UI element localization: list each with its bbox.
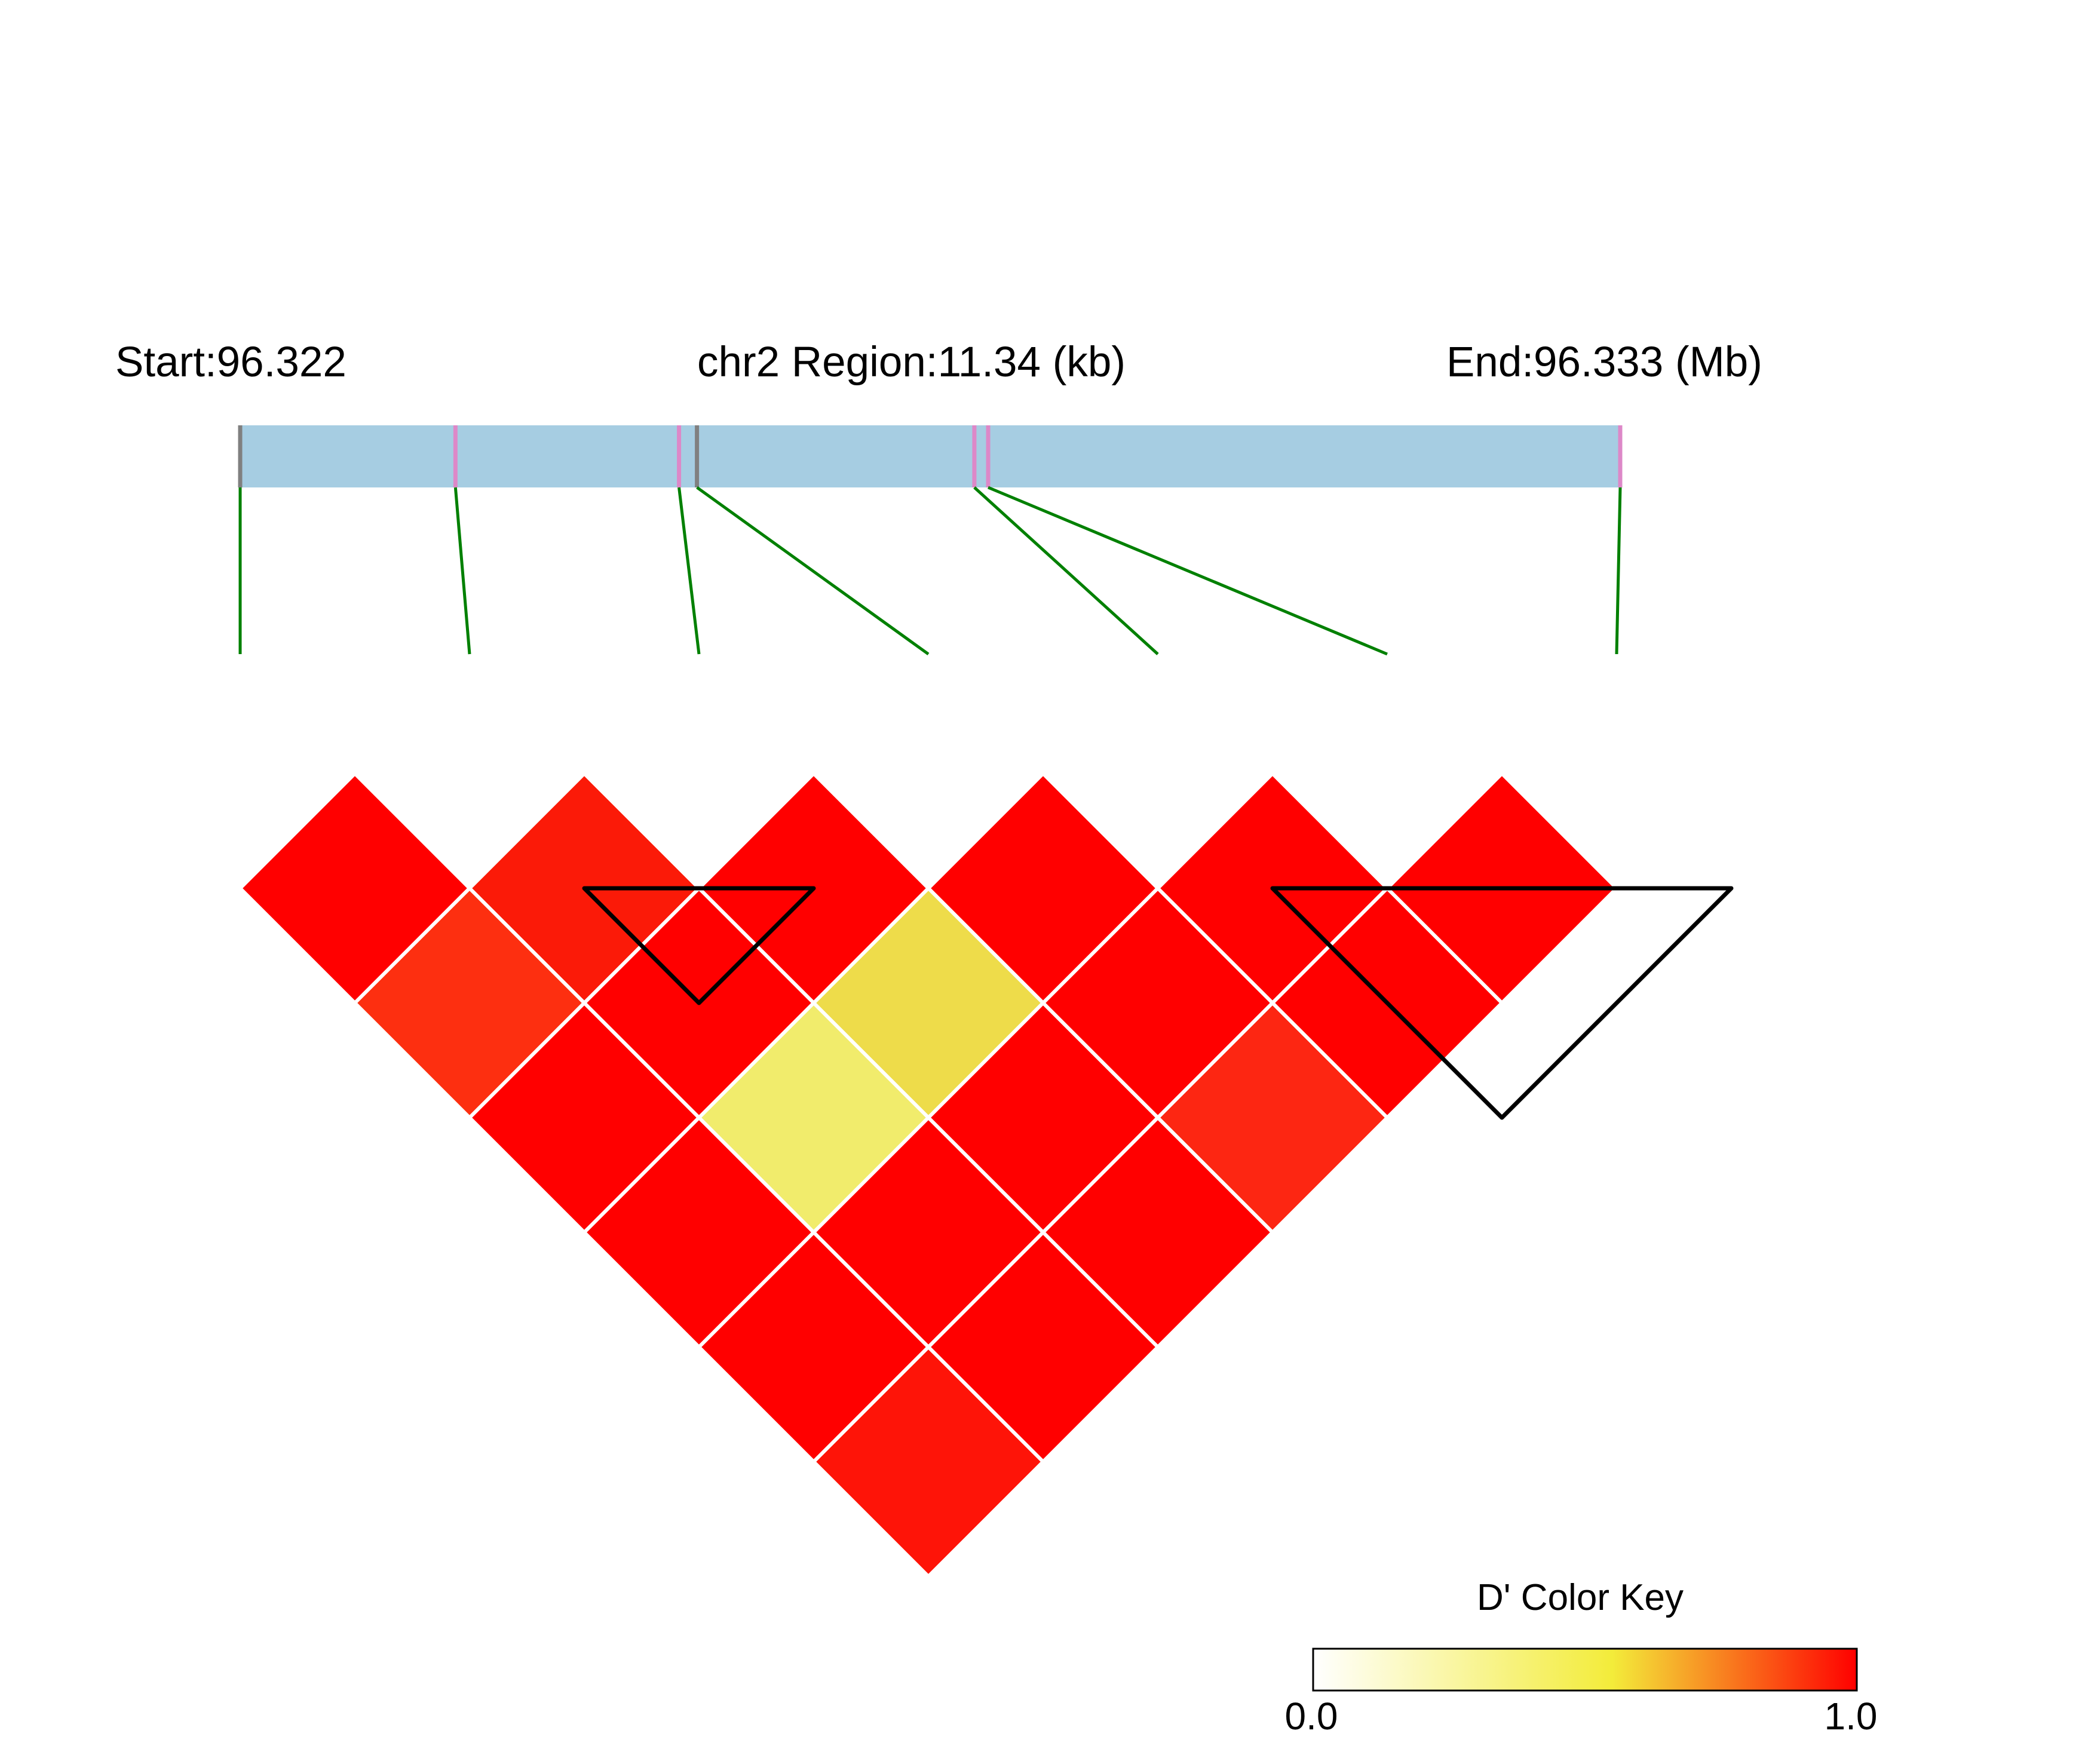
color-key-bar (1312, 1648, 1858, 1692)
snp-connector (1615, 487, 1622, 655)
ld-blocks (582, 886, 1734, 1120)
snp-ticks (238, 425, 1623, 487)
color-key-min-label: 0.0 (1285, 1695, 1338, 1738)
ld-block-outline (582, 886, 816, 1005)
snp-connector (696, 486, 930, 656)
region-bar (240, 425, 1620, 487)
end-label: End:96.333 (Mb) (1446, 339, 1762, 386)
snp-connector (677, 487, 701, 655)
start-label: Start:96.322 (115, 339, 347, 386)
snp-connector (453, 487, 471, 655)
region-label: chr2 Region:11.34 (kb) (697, 339, 1126, 386)
snp-connector (973, 486, 1159, 655)
ld-block-outline (1270, 886, 1734, 1120)
ld-cell (811, 1344, 1046, 1579)
snp-connectors (238, 486, 1622, 656)
color-key-title: D' Color Key (1477, 1577, 1684, 1618)
ld-cells (237, 771, 1620, 1579)
color-key-max-label: 1.0 (1825, 1695, 1878, 1738)
snp-connector (988, 486, 1388, 656)
